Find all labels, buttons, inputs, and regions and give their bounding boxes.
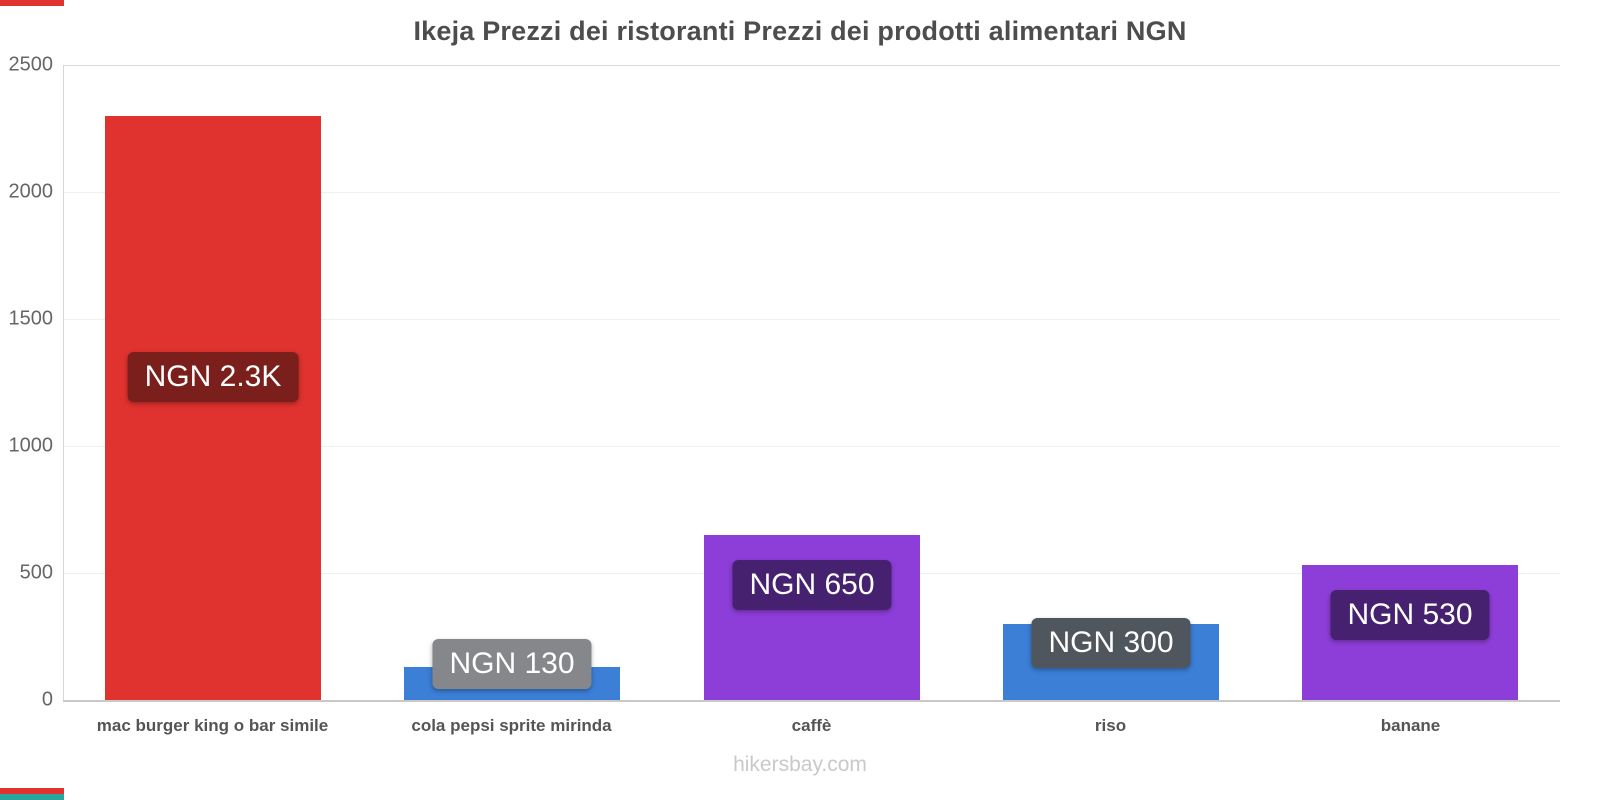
bar-value-label: NGN 650 [732, 560, 892, 610]
y-axis-tick-label: 2000 [8, 180, 54, 203]
x-axis-category-label: cola pepsi sprite mirinda [411, 716, 612, 735]
bottom-left-accent-red [0, 788, 64, 794]
bottom-left-accent-teal [0, 794, 64, 800]
y-axis-tick-label: 0 [41, 688, 53, 711]
bar-value-label: NGN 300 [1031, 618, 1191, 668]
watermark-text: hikersbay.com [733, 753, 867, 776]
gridline [63, 446, 1560, 447]
y-axis-tick-label: 500 [19, 561, 53, 584]
top-left-accent-bar [0, 0, 64, 6]
x-axis-category-label: caffè [791, 716, 832, 735]
gridline [63, 65, 1560, 66]
gridline [63, 700, 1560, 702]
bar-value-label: NGN 2.3K [127, 352, 299, 402]
gridline [63, 192, 1560, 193]
bar-value-label: NGN 530 [1330, 590, 1490, 640]
x-axis-category-label: riso [1094, 716, 1127, 735]
chart-title: Ikeja Prezzi dei ristoranti Prezzi dei p… [413, 16, 1187, 46]
y-axis-tick-label: 1500 [8, 307, 54, 330]
x-axis-category-label: banane [1380, 716, 1441, 735]
bar-value-label: NGN 130 [432, 639, 592, 689]
gridline [63, 319, 1560, 320]
y-axis-line [63, 65, 64, 700]
y-axis-tick-label: 2500 [8, 53, 54, 76]
bar-1 [105, 116, 321, 700]
y-axis-tick-label: 1000 [8, 434, 54, 457]
x-axis-category-label: mac burger king o bar simile [96, 716, 329, 735]
